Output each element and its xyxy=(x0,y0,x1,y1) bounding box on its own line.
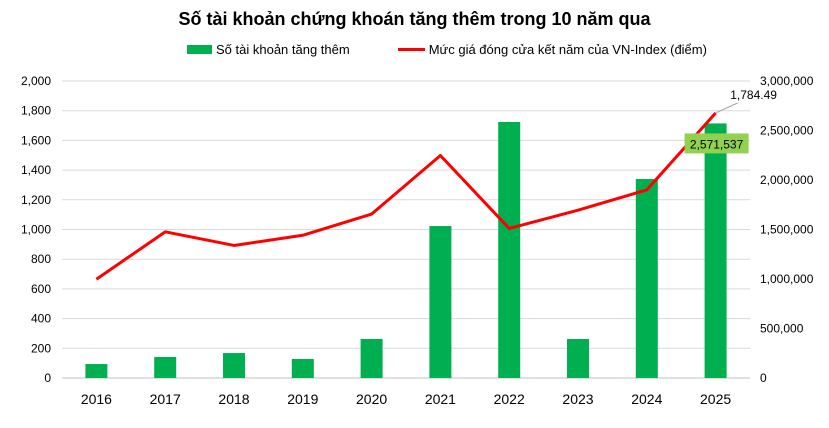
x-tick-label: 2017 xyxy=(150,391,181,407)
y-right-tick-label: 1,500,000 xyxy=(760,223,814,237)
y-right-tick-label: 500,000 xyxy=(760,322,804,336)
legend-line-label: Mức giá đóng cửa kết năm của VN-Index (đ… xyxy=(428,42,707,57)
y-right-tick-label: 2,500,000 xyxy=(760,124,814,138)
bar xyxy=(635,179,658,378)
legend-bar-label: Số tài khoản tăng thêm xyxy=(216,42,350,57)
y-left-tick-label: 1,600 xyxy=(21,133,51,147)
y-left-tick-label: 1,400 xyxy=(21,163,51,177)
x-tick-label: 2019 xyxy=(287,391,318,407)
bar-data-label-bg xyxy=(684,133,749,154)
y-left-tick-label: 1,200 xyxy=(21,193,51,207)
chart-title: Số tài khoản chứng khoán tăng thêm trong… xyxy=(178,9,651,29)
vn-index-line xyxy=(95,112,717,281)
bar xyxy=(154,357,177,378)
y-left-tick-label: 1,000 xyxy=(21,223,51,237)
y-left-tick-label: 0 xyxy=(44,371,51,385)
x-tick-label: 2024 xyxy=(631,391,662,407)
x-tick-label: 2018 xyxy=(218,391,249,407)
bar xyxy=(704,123,727,378)
bar xyxy=(567,338,589,378)
x-tick-label: 2023 xyxy=(562,391,593,407)
y-right-tick-label: 0 xyxy=(760,371,767,385)
y-right-tick-label: 2,000,000 xyxy=(760,173,814,187)
y-left-tick-label: 400 xyxy=(31,312,51,326)
y-left-tick-label: 200 xyxy=(31,341,51,355)
bar xyxy=(85,364,108,378)
y-right-tick-label: 1,000,000 xyxy=(760,272,814,286)
x-tick-label: 2025 xyxy=(700,391,731,407)
bar xyxy=(223,353,245,378)
line-data-label: 1,784.49 xyxy=(730,88,777,102)
x-tick-label: 2022 xyxy=(494,391,525,407)
bar xyxy=(429,226,452,378)
y-right-tick-label: 3,000,000 xyxy=(760,74,814,88)
x-tick-label: 2020 xyxy=(356,391,387,407)
bar xyxy=(498,121,521,379)
y-left-tick-label: 1,800 xyxy=(21,104,51,118)
legend: Số tài khoản tăng thêm Mức giá đóng cửa … xyxy=(187,42,707,57)
x-tick-label: 2016 xyxy=(81,391,112,407)
bar xyxy=(291,358,314,378)
bar-data-label: 2,571,537 xyxy=(690,137,744,151)
label-leader-line xyxy=(715,102,738,114)
legend-line-swatch xyxy=(397,48,425,51)
bar xyxy=(360,338,383,378)
y-left-tick-label: 600 xyxy=(31,282,51,296)
legend-bar-swatch xyxy=(187,45,212,54)
y-left-tick-label: 800 xyxy=(31,252,51,266)
x-tick-label: 2021 xyxy=(425,391,456,407)
y-left-tick-label: 2,000 xyxy=(21,74,51,88)
